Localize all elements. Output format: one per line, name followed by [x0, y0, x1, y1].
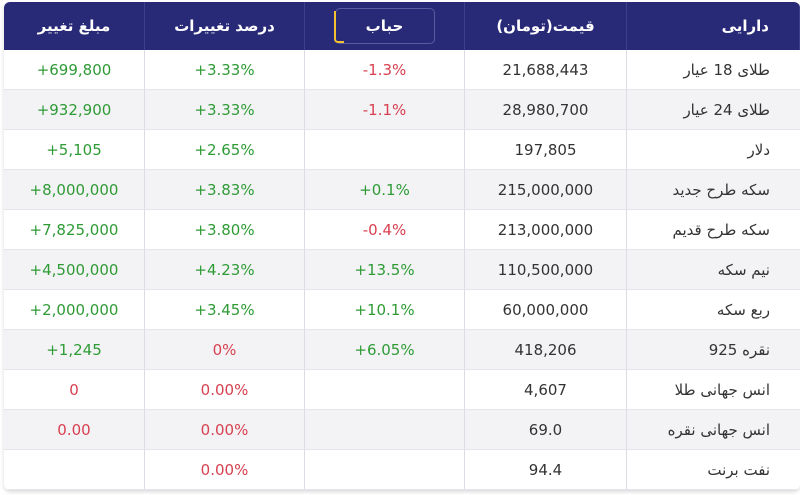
change-cell: +8,000,000: [4, 170, 145, 209]
price-cell: 418,206: [465, 330, 627, 369]
price-cell: 215,000,000: [465, 170, 627, 209]
table-row: +932,900 +3.33% -1.1% 28,980,700 طلای 24 عیا…: [4, 90, 800, 130]
table-row: +1,245 0% +6.05% 418,206 نقره 925: [4, 330, 800, 370]
percent-cell: +3.83%: [145, 170, 305, 209]
asset-cell: ربع سکه: [716, 300, 770, 319]
bubble-cell: [305, 130, 465, 169]
header-cell: قیمت(تومان): [465, 2, 627, 50]
price-cell: 94.4: [465, 450, 627, 489]
change-cell: +7,825,000: [4, 210, 145, 249]
asset-cell: نقره 925: [708, 340, 770, 359]
sort-indicator: [334, 11, 344, 43]
percent-cell: 0.00%: [145, 450, 305, 489]
change-cell: 0.00: [4, 410, 145, 449]
asset-cell: سکه طرح قدیم: [672, 220, 770, 239]
percent-cell: +2.65%: [145, 130, 305, 169]
asset-cell: انس جهانی نقره: [667, 420, 770, 439]
price-cell: 110,500,000: [465, 250, 627, 289]
price-cell: 60,000,000: [465, 290, 627, 329]
price-cell: 197,805: [465, 130, 627, 169]
header-text: حباب: [365, 17, 404, 35]
percent-cell: +3.45%: [145, 290, 305, 329]
change-cell: 0: [4, 370, 145, 409]
price-cell: 213,000,000: [465, 210, 627, 249]
asset-cell: دلار: [747, 140, 770, 159]
bubble-cell: +6.05%: [305, 330, 465, 369]
price-cell: 28,980,700: [465, 90, 627, 129]
change-cell: +699,800: [4, 50, 145, 89]
table-row: 0.00% 94.4 نفت برنت: [4, 450, 800, 490]
header-cell[interactable]: حباب: [305, 2, 465, 50]
bubble-cell: +13.5%: [305, 250, 465, 289]
header-cell: دارایی: [627, 2, 800, 50]
price-cell: 4,607: [465, 370, 627, 409]
price-cell: 21,688,443: [465, 50, 627, 89]
change-cell: +4,500,000: [4, 250, 145, 289]
change-cell: +1,245: [4, 330, 145, 369]
table-row: +4,500,000 +4.23% +13.5% 110,500,000 نیم سکه: [4, 250, 800, 290]
price-table: مبلغ تغییر درصد تغییرات حباب قیمت(تومان)…: [4, 2, 800, 490]
asset-cell: طلای 18 عیار: [683, 60, 770, 79]
percent-cell: 0%: [145, 330, 305, 369]
change-cell: +2,000,000: [4, 290, 145, 329]
percent-cell: +3.33%: [145, 90, 305, 129]
header-cell: مبلغ تغییر: [4, 2, 145, 50]
table-row: 0 0.00% 4,607 انس جهانی طلا: [4, 370, 800, 410]
asset-cell: انس جهانی طلا: [674, 380, 770, 399]
table-row: 0.00 0.00% 69.0 انس جهانی نقره: [4, 410, 800, 450]
percent-cell: 0.00%: [145, 370, 305, 409]
bubble-cell: -0.4%: [305, 210, 465, 249]
bubble-cell: +0.1%: [305, 170, 465, 209]
change-cell: [4, 450, 145, 489]
percent-cell: +4.23%: [145, 250, 305, 289]
percent-cell: +3.80%: [145, 210, 305, 249]
header-row: مبلغ تغییر درصد تغییرات حباب قیمت(تومان)…: [4, 2, 800, 50]
bubble-cell: [305, 370, 465, 409]
asset-cell: نیم سکه: [717, 260, 770, 279]
asset-cell: سکه طرح جدید: [672, 180, 770, 199]
price-cell: 69.0: [465, 410, 627, 449]
asset-cell: نفت برنت: [707, 460, 770, 479]
asset-cell: طلای 24 عیار: [683, 100, 770, 119]
header-cell: درصد تغییرات: [145, 2, 305, 50]
table-row: +5,105 +2.65% 197,805 دلار: [4, 130, 800, 170]
bubble-cell: -1.1%: [305, 90, 465, 129]
change-cell: +932,900: [4, 90, 145, 129]
bubble-cell: -1.3%: [305, 50, 465, 89]
percent-cell: +3.33%: [145, 50, 305, 89]
bubble-cell: [305, 410, 465, 449]
percent-cell: 0.00%: [145, 410, 305, 449]
table-row: +699,800 +3.33% -1.3% 21,688,443 طلای 18 عیا…: [4, 50, 800, 90]
table-row: +7,825,000 +3.80% -0.4% 213,000,000 سکه طرح …: [4, 210, 800, 250]
table-row: +8,000,000 +3.83% +0.1% 215,000,000 سکه طرح …: [4, 170, 800, 210]
bubble-cell: [305, 450, 465, 489]
change-cell: +5,105: [4, 130, 145, 169]
bubble-cell: +10.1%: [305, 290, 465, 329]
table-row: +2,000,000 +3.45% +10.1% 60,000,000 ربع سکه: [4, 290, 800, 330]
